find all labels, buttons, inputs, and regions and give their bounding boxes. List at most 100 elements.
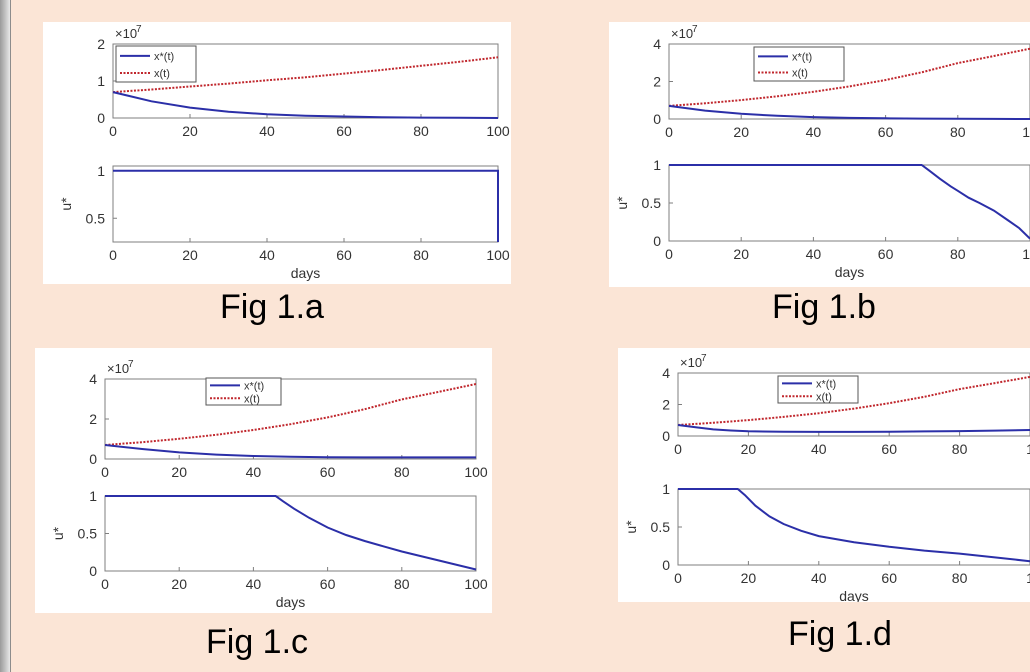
top-ytick-label: 0 — [97, 110, 105, 126]
top-xtick-label: 100 — [464, 464, 488, 480]
legend-x-label: x(t) — [244, 393, 260, 405]
bottom-xtick-label: 40 — [811, 570, 827, 586]
bottom-xtick-label: 20 — [171, 576, 187, 592]
series-x-line — [677, 375, 1030, 426]
exponent-label: ×10 — [680, 355, 702, 370]
bottom-axes-box — [104, 495, 477, 572]
bottom-xtick-label: 60 — [878, 246, 894, 262]
bottom-xtick-label: 80 — [413, 247, 429, 263]
bottom-ytick-label: 0 — [89, 563, 97, 579]
exponent-power: 7 — [128, 359, 134, 370]
legend-x-label: x(t) — [816, 391, 832, 403]
top-xtick-label: 40 — [806, 124, 822, 140]
top-axes-box — [104, 378, 477, 460]
series-ustar-line — [678, 488, 1030, 563]
top-xtick-label: 10 — [1022, 124, 1030, 140]
top-xtick-label: 80 — [413, 123, 429, 139]
legend-xstar-label: x*(t) — [816, 378, 836, 390]
bottom-xtick-label: 0 — [665, 246, 673, 262]
top-xtick-label: 100 — [486, 123, 510, 139]
x-axis-label: days — [835, 264, 865, 280]
figure-1a-panel: 0 20 40 60 80 100 0 1 2 ×10 7 x*(t) x(t) 0 20 40 60 80 100… — [43, 22, 511, 284]
top-ytick-label: 2 — [97, 36, 105, 52]
top-ytick-label: 0 — [653, 111, 661, 127]
figure-1b-panel: 02040608010024×107x*(t)x(t)0204060801000… — [609, 22, 1030, 287]
top-xtick-label: 60 — [881, 441, 897, 457]
top-xtick-label: 80 — [950, 124, 966, 140]
top-xtick-label: 60 — [336, 123, 352, 139]
bottom-ytick-label: 0.5 — [86, 210, 106, 226]
bottom-ytick-label: 0 — [662, 557, 670, 573]
top-xtick-label: 0 — [101, 464, 109, 480]
top-xtick-label: 20 — [171, 464, 187, 480]
exponent-label: ×10 — [107, 361, 129, 376]
top-ytick-label: 0 — [89, 451, 97, 467]
top-xtick-label: 20 — [733, 124, 749, 140]
exponent-label: ×10 — [671, 26, 693, 41]
legend-xstar-label: x*(t) — [244, 380, 264, 392]
bottom-ytick-label: 0.5 — [78, 526, 98, 542]
bottom-xtick-label: 60 — [320, 576, 336, 592]
top-ytick-label: 1 — [97, 73, 105, 89]
bottom-xtick-label: 1 — [1026, 570, 1030, 586]
bottom-ytick-label: 1 — [662, 481, 670, 497]
legend-x-label: x(t) — [154, 68, 170, 80]
y-axis-label: u* — [50, 526, 66, 540]
series-ustar-line — [669, 164, 1030, 240]
legend-x-label: x(t) — [792, 68, 808, 80]
series-xstar-line — [112, 91, 499, 119]
figure-1a-chart: 0 20 40 60 80 100 0 1 2 ×107 x*(t) x(t) 0 20 40 60 80 100… — [58, 24, 510, 281]
top-xtick-label: 60 — [878, 124, 894, 140]
top-xtick-label: 80 — [394, 464, 410, 480]
top-ytick-label: 2 — [662, 397, 670, 413]
figure-1d-chart: 0 20 40 60 80 1 0 2 4 ×107 x*(t)x(t) 0 20 40 60 80 1 0 0.5… — [623, 353, 1030, 602]
bottom-xtick-label: 20 — [182, 247, 198, 263]
top-xtick-label: 40 — [259, 123, 275, 139]
series-x-line — [668, 47, 1030, 107]
x-axis-label: days — [276, 594, 306, 610]
top-axes-box — [668, 43, 1030, 120]
legend-box — [205, 377, 282, 406]
top-xtick-label: 0 — [674, 441, 682, 457]
bottom-axes-box — [677, 488, 1030, 566]
bottom-xtick-label: 20 — [733, 246, 749, 262]
exponent-power: 7 — [692, 24, 698, 35]
figure-1b-chart: 02040608010024×107x*(t)x(t)0204060801000… — [614, 24, 1030, 280]
top-xtick-label: 40 — [811, 441, 827, 457]
legend-xstar-label: x*(t) — [154, 51, 174, 63]
bottom-ytick-label: 1 — [653, 157, 661, 173]
top-xtick-label: 60 — [320, 464, 336, 480]
bottom-xtick-label: 80 — [952, 570, 968, 586]
legend-box — [777, 375, 859, 404]
top-ytick-label: 4 — [653, 36, 661, 52]
bottom-xtick-label: 40 — [806, 246, 822, 262]
bottom-xtick-label: 20 — [741, 570, 757, 586]
series-xstar-line — [668, 104, 1030, 120]
legend-xstar-label: x*(t) — [792, 51, 812, 63]
top-ytick-label: 2 — [89, 411, 97, 427]
exponent-power: 7 — [136, 24, 142, 35]
top-xtick-label: 80 — [952, 441, 968, 457]
bottom-xtick-label: 0 — [674, 570, 682, 586]
x-axis-label: days — [839, 588, 869, 602]
top-xtick-label: 0 — [665, 124, 673, 140]
legend-box — [115, 45, 197, 83]
top-ytick-label: 4 — [89, 371, 97, 387]
bottom-xtick-label: 0 — [101, 576, 109, 592]
slide-left-border — [0, 0, 11, 672]
x-axis-label: days — [291, 265, 321, 281]
series-x-line — [112, 56, 499, 94]
figure-1b-caption: Fig 1.b — [772, 288, 876, 326]
series-xstar-line — [104, 444, 476, 459]
bottom-axes-box — [668, 164, 1030, 242]
bottom-xtick-label: 60 — [881, 570, 897, 586]
series-ustar-line — [105, 495, 477, 571]
bottom-ytick-label: 1 — [97, 163, 105, 179]
top-xtick-label: 1 — [1026, 441, 1030, 457]
legend-box — [753, 46, 845, 82]
top-ytick-label: 4 — [662, 365, 670, 381]
bottom-xtick-label: 80 — [394, 576, 410, 592]
y-axis-label: u* — [614, 196, 630, 210]
figure-1a-caption: Fig 1.a — [220, 288, 324, 326]
